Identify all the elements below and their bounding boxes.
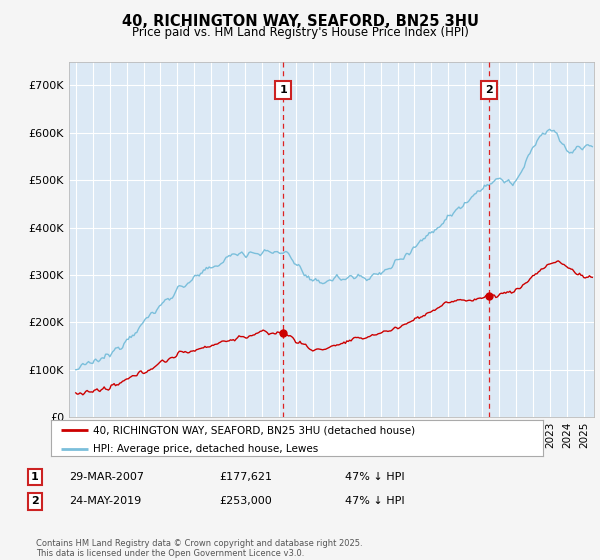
Text: 2: 2 <box>31 496 38 506</box>
Text: 47% ↓ HPI: 47% ↓ HPI <box>345 472 404 482</box>
Text: 2: 2 <box>485 85 493 95</box>
Text: Contains HM Land Registry data © Crown copyright and database right 2025.
This d: Contains HM Land Registry data © Crown c… <box>36 539 362 558</box>
Text: 1: 1 <box>279 85 287 95</box>
Text: 40, RICHINGTON WAY, SEAFORD, BN25 3HU (detached house): 40, RICHINGTON WAY, SEAFORD, BN25 3HU (d… <box>93 425 415 435</box>
Text: Price paid vs. HM Land Registry's House Price Index (HPI): Price paid vs. HM Land Registry's House … <box>131 26 469 39</box>
Text: 47% ↓ HPI: 47% ↓ HPI <box>345 496 404 506</box>
Text: HPI: Average price, detached house, Lewes: HPI: Average price, detached house, Lewe… <box>93 444 318 454</box>
Text: £177,621: £177,621 <box>219 472 272 482</box>
Text: 40, RICHINGTON WAY, SEAFORD, BN25 3HU: 40, RICHINGTON WAY, SEAFORD, BN25 3HU <box>121 14 479 29</box>
Text: 24-MAY-2019: 24-MAY-2019 <box>69 496 141 506</box>
Text: 29-MAR-2007: 29-MAR-2007 <box>69 472 144 482</box>
Text: 1: 1 <box>31 472 38 482</box>
Text: £253,000: £253,000 <box>219 496 272 506</box>
